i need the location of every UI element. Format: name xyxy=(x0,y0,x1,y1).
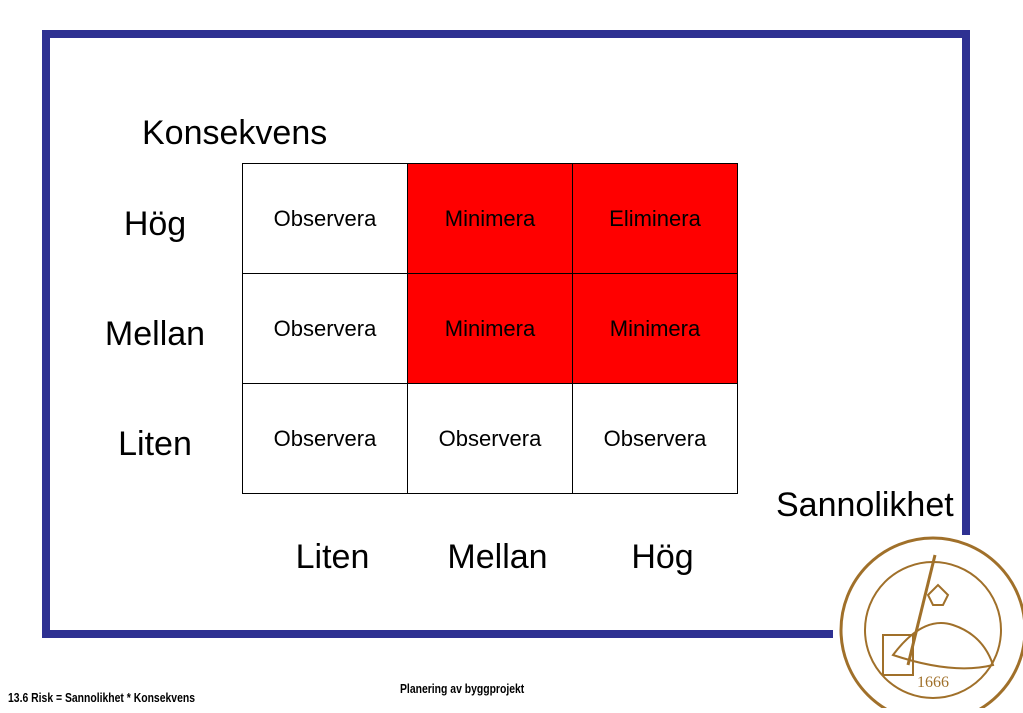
x-axis-title: Sannolikhet xyxy=(776,486,954,524)
row-label-low: Liten xyxy=(118,425,192,463)
row-label-medium: Mellan xyxy=(104,315,206,353)
footer-center: Planering av byggprojekt xyxy=(400,681,525,696)
svg-text:1666: 1666 xyxy=(917,674,949,691)
matrix-cell: Observera xyxy=(242,383,408,494)
seal-icon: 1666 xyxy=(839,536,1023,713)
matrix-cell: Minimera xyxy=(572,273,738,384)
matrix-cell: Observera xyxy=(407,383,573,494)
slide-frame xyxy=(42,30,970,638)
matrix-cell: Minimera xyxy=(407,273,573,384)
column-label-high: Hög xyxy=(631,538,694,576)
matrix-cell: Eliminera xyxy=(572,163,738,274)
column-label-medium: Mellan xyxy=(447,538,548,576)
lund-university-seal: 1666 xyxy=(833,535,1023,713)
y-axis-title: Konsekvens xyxy=(142,114,328,152)
column-label-low: Liten xyxy=(295,538,370,576)
matrix-row: Observera Minimera Minimera xyxy=(242,273,738,384)
row-label-high: Hög xyxy=(123,205,187,243)
matrix-row: Observera Minimera Eliminera xyxy=(242,163,738,274)
matrix-cell: Minimera xyxy=(407,163,573,274)
risk-matrix: Observera Minimera Eliminera Observera Minim… xyxy=(242,163,738,494)
matrix-cell: Observera xyxy=(572,383,738,494)
matrix-row: Observera Observera Observera xyxy=(242,383,738,494)
footer-left: 13.6 Risk = Sannolikhet * Konsekvens xyxy=(8,690,195,705)
matrix-cell: Observera xyxy=(242,273,408,384)
matrix-cell: Observera xyxy=(242,163,408,274)
